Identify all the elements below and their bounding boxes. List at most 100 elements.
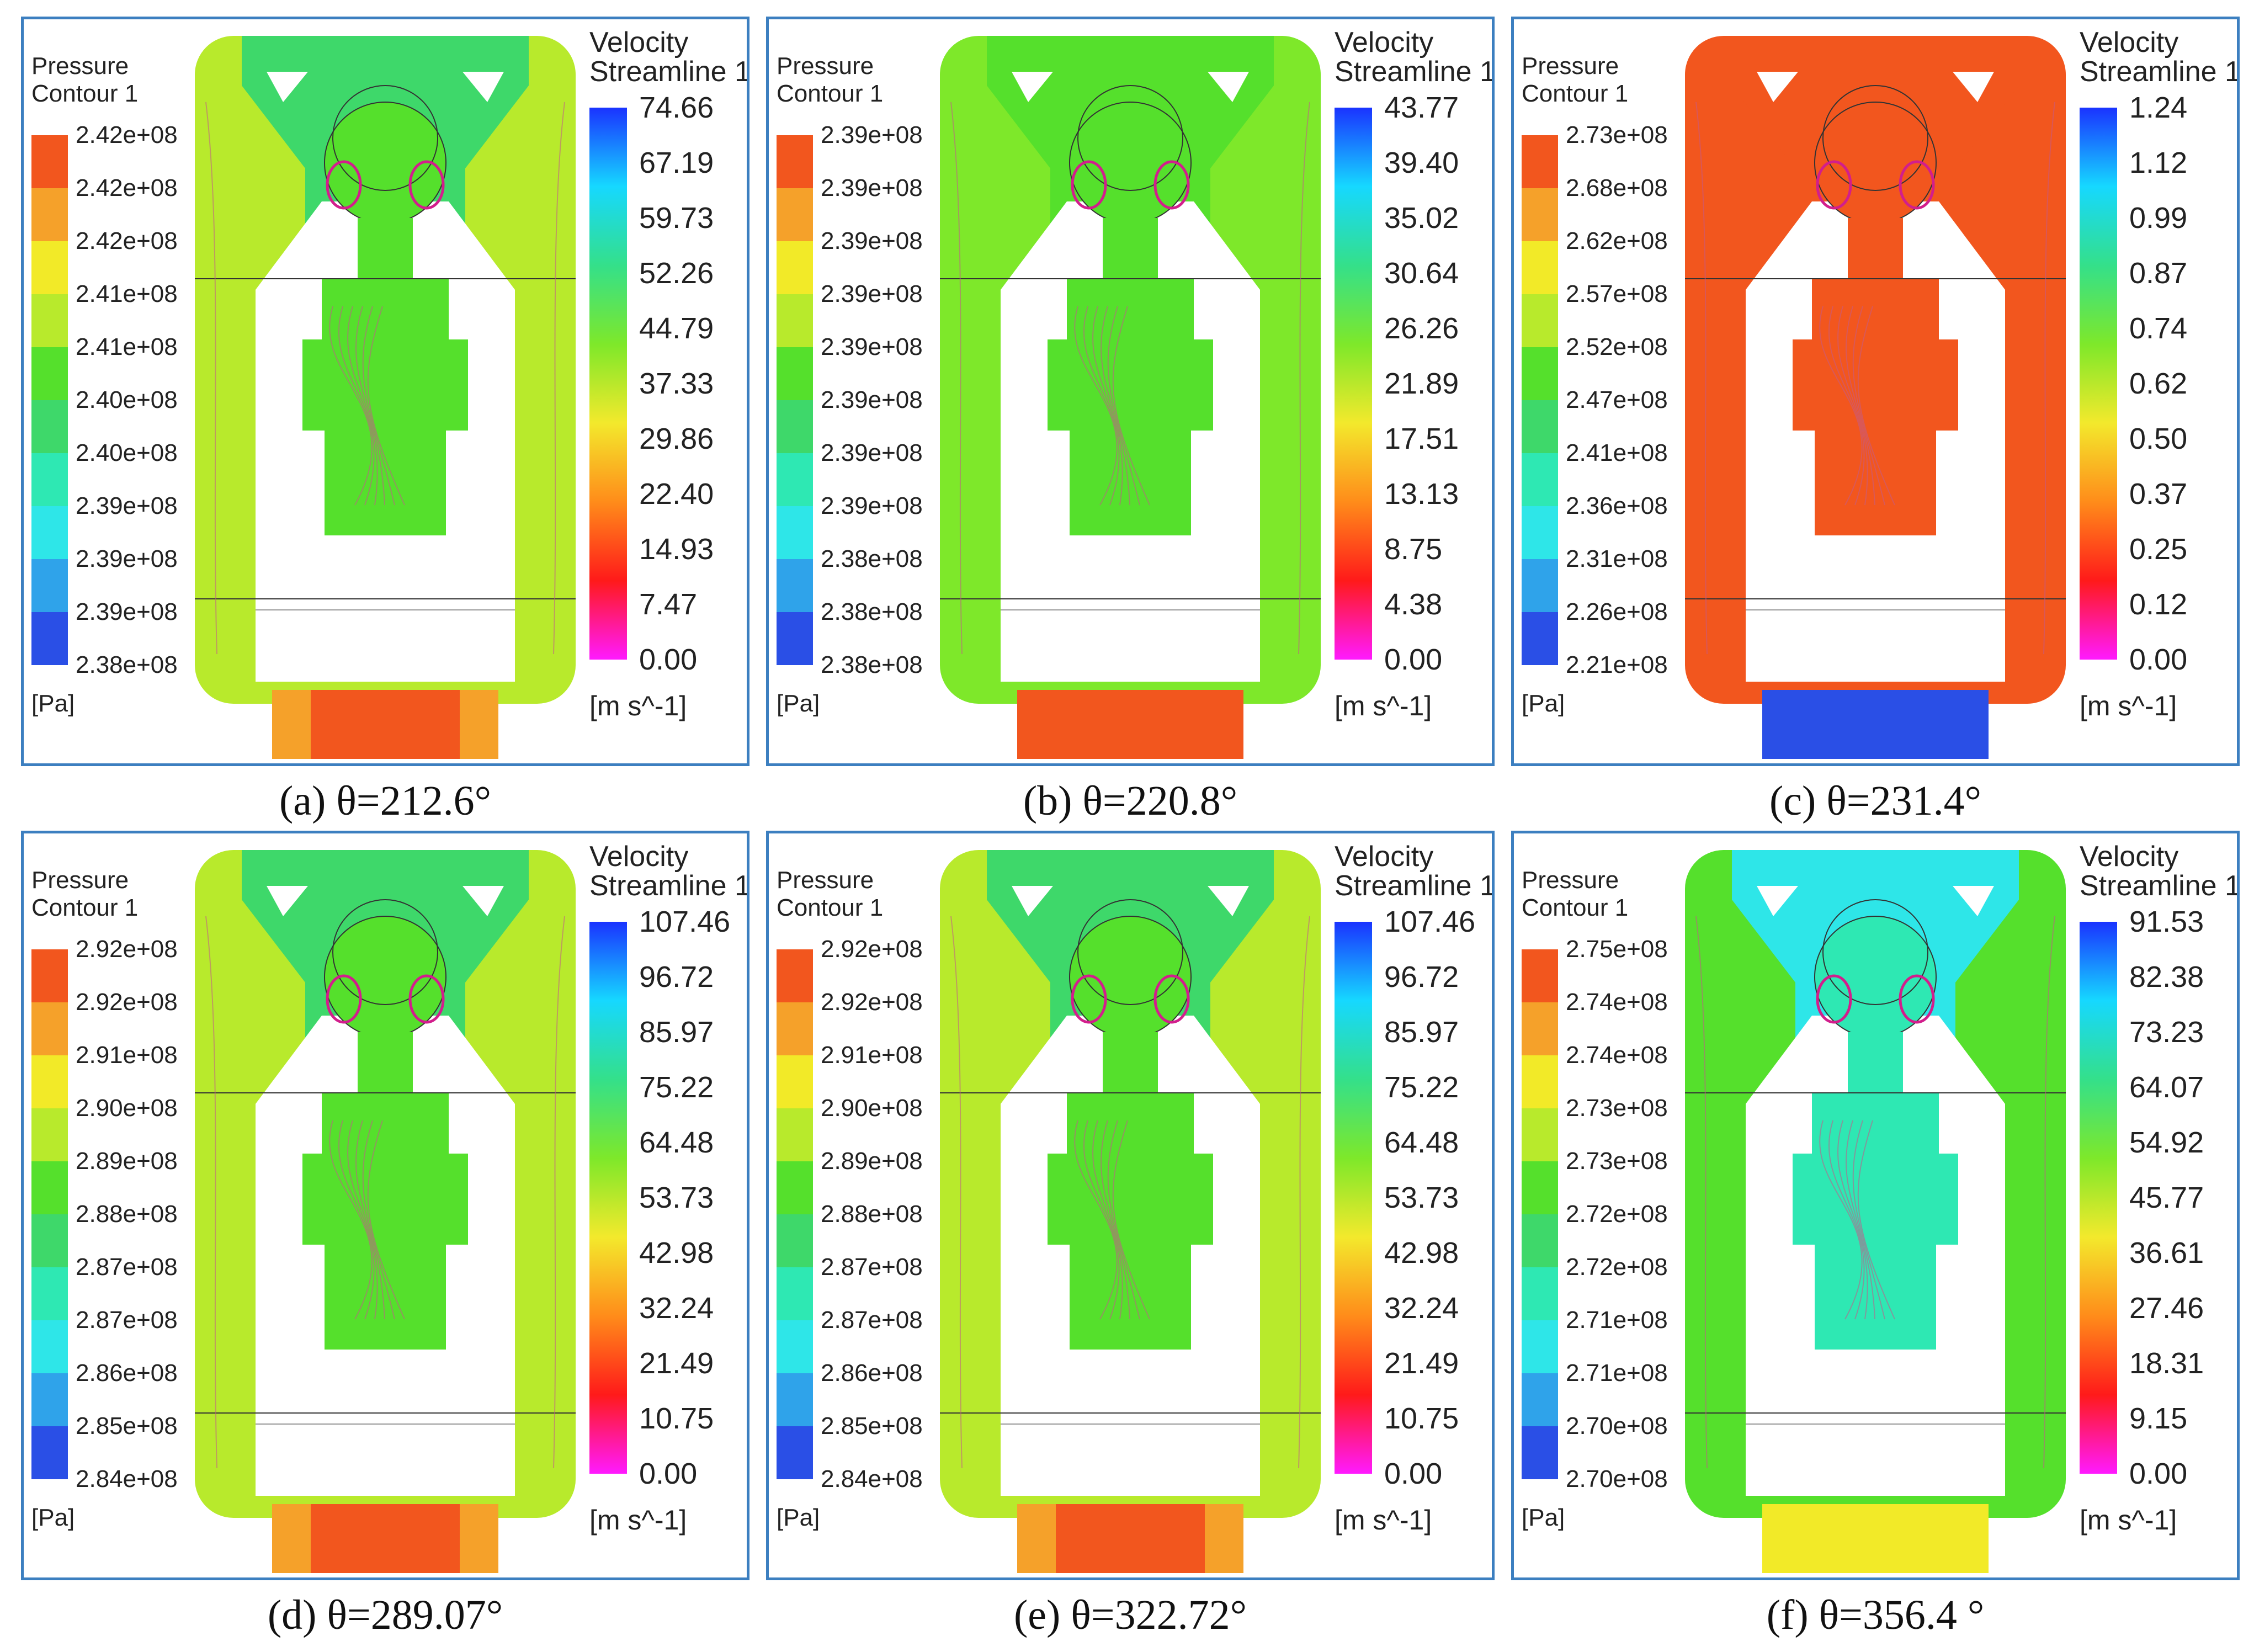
pressure-colorbar [31, 949, 68, 1479]
void-left-top [267, 886, 308, 916]
vortex [1816, 974, 1852, 1024]
pressure-tick-label: 2.84e+08 [76, 1465, 178, 1492]
streamline [367, 306, 405, 506]
streamline [1695, 916, 1708, 1469]
vortex [1153, 974, 1190, 1024]
valve-geometry [195, 850, 576, 1573]
stem-lower [1070, 428, 1191, 535]
velocity-tick-label: 21.49 [1384, 1347, 1459, 1380]
velocity-legend-subtitle: Streamline 1 [1335, 870, 1495, 902]
stem-mid [302, 1154, 468, 1245]
void-right-top [1953, 72, 1994, 102]
outlet-throat [1746, 1446, 2005, 1496]
streamline [1074, 1120, 1118, 1320]
pressure-tick-label: 2.87e+08 [76, 1253, 178, 1281]
pressure-tick-label: 2.92e+08 [821, 936, 923, 963]
streamline [1112, 306, 1150, 506]
pressure-color-step [1522, 188, 1558, 241]
flow-domain [1685, 36, 2066, 759]
pressure-color-step [1522, 241, 1558, 294]
velocity-tick-label: 9.15 [2129, 1402, 2188, 1435]
velocity-tick-label: 21.89 [1384, 367, 1459, 400]
pressure-tick-label: 2.57e+08 [1566, 280, 1668, 307]
valve-geometry [1685, 36, 2066, 759]
pressure-tick-label: 2.74e+08 [1566, 1042, 1668, 1069]
valve-geometry [1685, 850, 2066, 1573]
pressure-tick-label: 2.87e+08 [76, 1306, 178, 1334]
pressure-tick-label: 2.52e+08 [1566, 333, 1668, 360]
streamline [205, 102, 217, 655]
stem-upper [322, 279, 449, 345]
velocity-tick-label: 1.24 [2129, 91, 2188, 124]
velocity-tick-label: 27.46 [2129, 1292, 2204, 1325]
pressure-tick-label: 2.39e+08 [76, 545, 178, 572]
void-right-top [1208, 72, 1249, 102]
streamline [950, 916, 963, 1469]
pressure-color-step [31, 400, 68, 453]
pressure-color-step [777, 453, 813, 506]
outlet-side-left [1762, 690, 1801, 759]
velocity-tick-label: 0.25 [2129, 533, 2188, 566]
pressure-tick-label: 2.86e+08 [821, 1359, 923, 1387]
velocity-tick-label: 107.46 [639, 905, 731, 938]
velocity-tick-label: 13.13 [1384, 477, 1459, 511]
velocity-tick-label: 42.98 [1384, 1236, 1459, 1269]
pressure-color-step [777, 1373, 813, 1426]
pressure-color-step [777, 1426, 813, 1479]
pressure-tick-label: 2.38e+08 [821, 598, 923, 625]
velocity-tick-label: 0.00 [1384, 1457, 1443, 1490]
seat-gap [1746, 1413, 2005, 1446]
pressure-color-step [31, 1108, 68, 1161]
velocity-tick-label: 91.53 [2129, 905, 2204, 938]
streamline [1092, 1120, 1123, 1320]
pressure-color-step [31, 453, 68, 506]
velocity-unit: [m s^-1] [2080, 690, 2177, 721]
streamline [329, 1120, 373, 1320]
velocity-tick-label: 96.72 [639, 960, 714, 994]
streamline [347, 1120, 378, 1320]
pressure-unit: [Pa] [31, 1504, 75, 1531]
velocity-tick-label: 37.33 [639, 367, 714, 400]
streamline [950, 102, 963, 655]
velocity-tick-label: 44.79 [639, 312, 714, 345]
pressure-color-step [777, 188, 813, 241]
pressure-color-step [31, 294, 68, 347]
ball-neck [1103, 218, 1158, 279]
velocity-colorbar [1335, 108, 1372, 660]
velocity-legend-subtitle: Streamline 1 [589, 56, 749, 88]
pressure-tick-label: 2.39e+08 [821, 121, 923, 148]
pressure-tick-label: 2.39e+08 [821, 492, 923, 519]
streamline [1852, 306, 1885, 506]
velocity-tick-label: 64.07 [2129, 1071, 2204, 1104]
vortex [326, 160, 362, 210]
streamline [367, 1120, 405, 1320]
outlet-side-right [1950, 1504, 1989, 1573]
pressure-color-step [1522, 1002, 1558, 1055]
pressure-legend-title: Pressure [1522, 52, 1619, 79]
velocity-tick-label: 0.99 [2129, 201, 2188, 235]
streamline [1819, 306, 1863, 506]
velocity-tick-label: 4.38 [1384, 588, 1443, 621]
ball-neck [1848, 1032, 1903, 1093]
velocity-unit: [m s^-1] [1335, 690, 1432, 721]
stem-lower [1070, 1242, 1191, 1350]
pressure-tick-label: 2.39e+08 [76, 492, 178, 519]
streamline [1083, 1120, 1120, 1320]
streamline [362, 1120, 395, 1320]
pressure-color-step [777, 135, 813, 188]
seat-gap [256, 599, 515, 632]
velocity-tick-label: 43.77 [1384, 91, 1459, 124]
velocity-colorbar [589, 108, 627, 660]
outlet-side-right [460, 690, 498, 759]
vortex [408, 974, 445, 1024]
pressure-tick-label: 2.68e+08 [1566, 174, 1668, 201]
chamber-outline [1077, 85, 1183, 191]
streamline [1107, 306, 1140, 506]
velocity-legend-title: Velocity [589, 841, 689, 873]
void-right-top [1208, 886, 1249, 916]
velocity-legend-subtitle: Streamline 1 [2080, 56, 2240, 88]
pressure-color-step [1522, 400, 1558, 453]
pressure-color-step [1522, 1320, 1558, 1373]
pressure-color-step [777, 1267, 813, 1320]
pressure-tick-label: 2.39e+08 [821, 386, 923, 413]
